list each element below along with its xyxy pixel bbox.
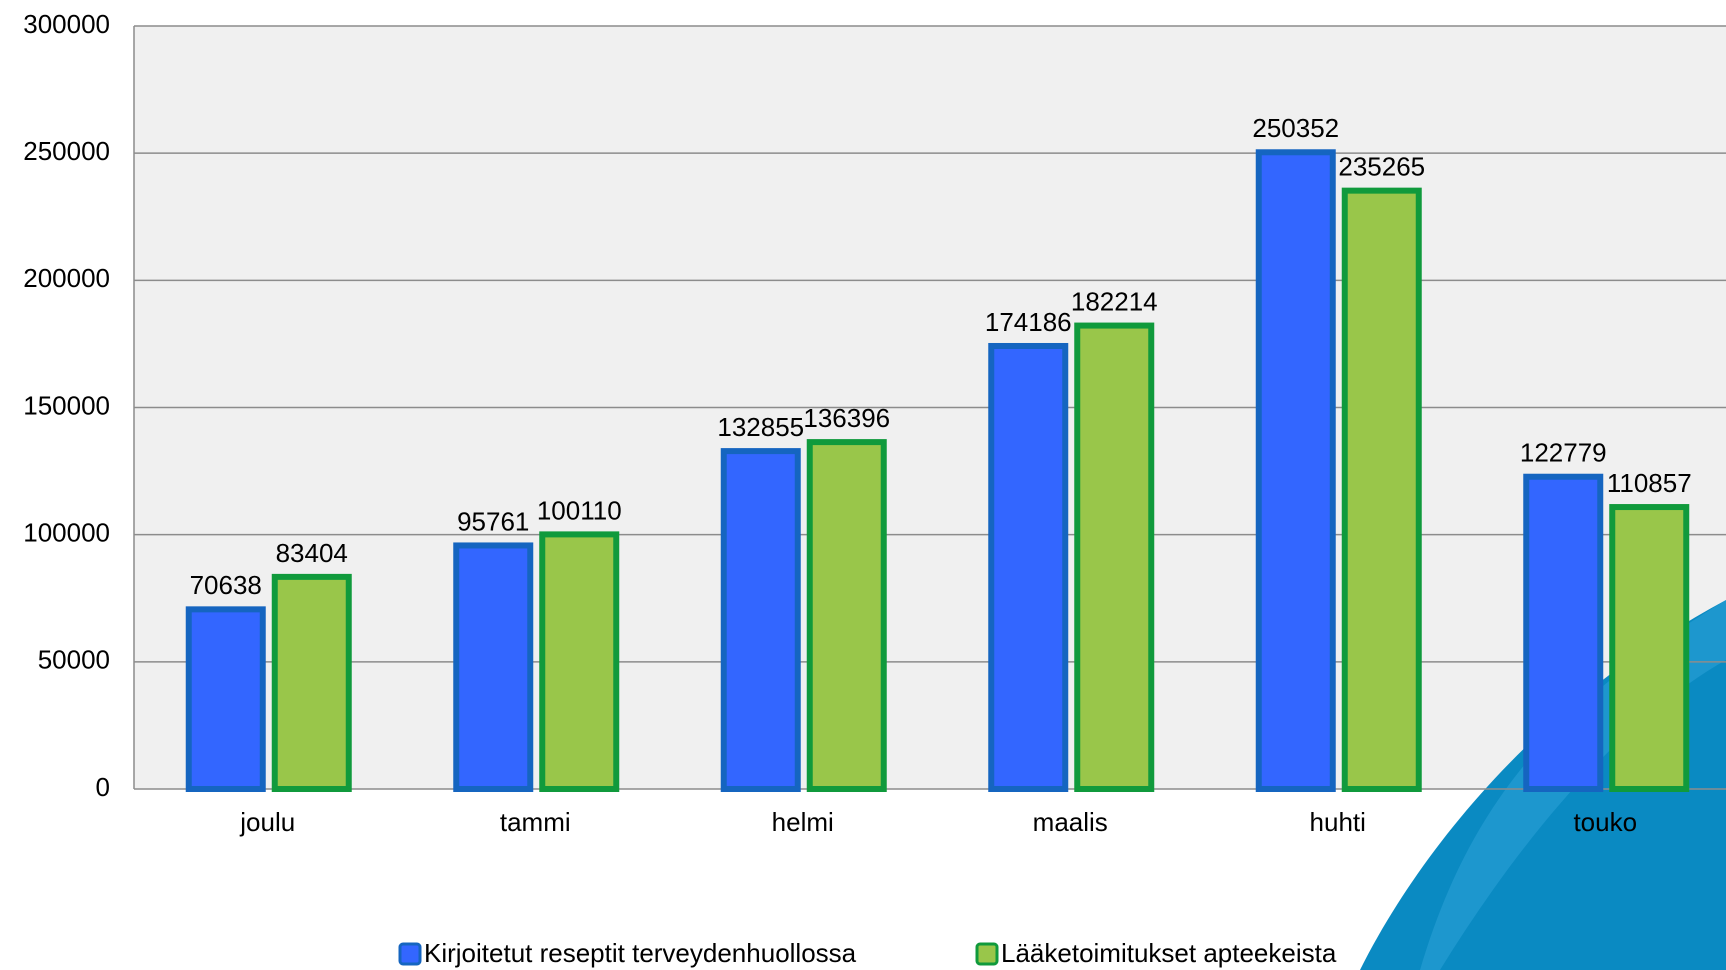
bar [1255, 149, 1336, 792]
data-label: 83404 [276, 538, 348, 568]
x-tick-label: touko [1573, 807, 1637, 837]
x-tick-label: tammi [500, 807, 571, 837]
bar [720, 448, 801, 792]
data-label: 132855 [717, 412, 804, 442]
legend-label: Lääketoimitukset apteekeista [1001, 938, 1337, 968]
bar [1609, 504, 1690, 792]
bar [1523, 473, 1604, 792]
x-tick-label: joulu [239, 807, 295, 837]
data-label: 182214 [1071, 286, 1158, 316]
y-tick-label: 150000 [23, 390, 110, 420]
x-tick-label: helmi [772, 807, 834, 837]
bar [1074, 322, 1155, 792]
x-tick-label: maalis [1033, 807, 1108, 837]
y-tick-label: 200000 [23, 263, 110, 293]
bar [539, 531, 620, 792]
y-tick-label: 0 [96, 772, 110, 802]
data-label: 95761 [457, 506, 529, 536]
bar [1341, 187, 1422, 792]
bar [806, 439, 887, 792]
bar [988, 342, 1069, 792]
y-tick-label: 250000 [23, 136, 110, 166]
y-tick-label: 50000 [38, 645, 110, 675]
legend-swatch [975, 942, 999, 966]
data-label: 122779 [1520, 438, 1607, 468]
data-label: 235265 [1338, 152, 1425, 182]
data-label: 174186 [985, 307, 1072, 337]
y-tick-label: 100000 [23, 518, 110, 548]
data-label: 100110 [537, 495, 622, 525]
bar [185, 606, 266, 792]
data-label: 136396 [803, 403, 890, 433]
data-label: 110857 [1607, 468, 1692, 498]
bar [271, 573, 352, 793]
data-label: 70638 [190, 570, 262, 600]
bar [453, 542, 534, 793]
legend-swatch [398, 942, 422, 966]
data-label: 250352 [1252, 113, 1339, 143]
x-tick-label: huhti [1310, 807, 1366, 837]
legend-label: Kirjoitetut reseptit terveydenhuollossa [424, 938, 857, 968]
y-tick-label: 300000 [23, 9, 110, 39]
